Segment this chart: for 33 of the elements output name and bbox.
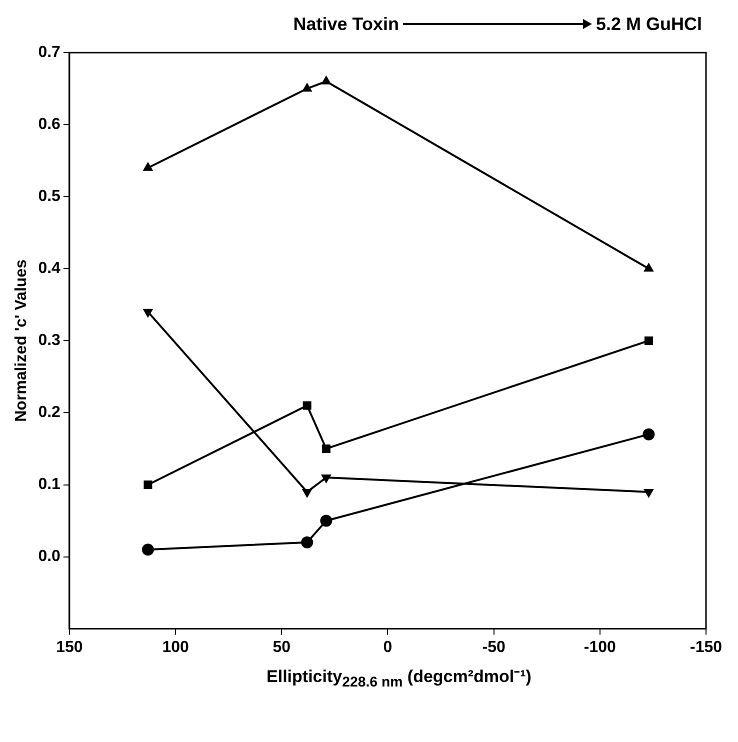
y-axis-title: Normalized 'c' Values (13, 259, 30, 422)
y-tick-label: 0.4 (38, 260, 61, 278)
x-tick-label: -50 (482, 638, 506, 656)
x-tick-label: 150 (56, 638, 83, 656)
point (320, 75, 332, 84)
y-tick-label: 0.3 (38, 332, 61, 350)
point (644, 336, 653, 345)
point (644, 262, 654, 272)
y-tick-label: 0.2 (38, 404, 61, 422)
x-tick-label: 50 (272, 638, 291, 656)
y-tick-label: 0.1 (38, 476, 61, 494)
text: 5.2 M GuHCl (596, 14, 702, 34)
point (301, 536, 314, 548)
point (302, 401, 312, 410)
point (322, 444, 330, 453)
x-tick-label: 100 (162, 638, 189, 656)
point (142, 544, 154, 556)
point (144, 480, 152, 489)
point (302, 488, 312, 498)
point (142, 162, 154, 171)
x-tick-label: -100 (584, 638, 616, 656)
y-tick-label: 0.6 (38, 116, 61, 134)
y-tick-label: 0.0 (38, 548, 61, 566)
point (320, 514, 332, 527)
x-axis-title: Ellipticity$_{228.6 nm}$ (degcm²dmol⁻¹) (266, 666, 532, 690)
x-tick-label: 0 (383, 638, 392, 656)
point (302, 82, 312, 92)
point (644, 488, 654, 498)
point (642, 428, 655, 440)
y-tick-label: 0.7 (38, 44, 61, 62)
text: Native Toxin (293, 14, 399, 34)
x-tick-label: -150 (690, 638, 722, 656)
y-tick-label: 0.5 (38, 188, 61, 206)
